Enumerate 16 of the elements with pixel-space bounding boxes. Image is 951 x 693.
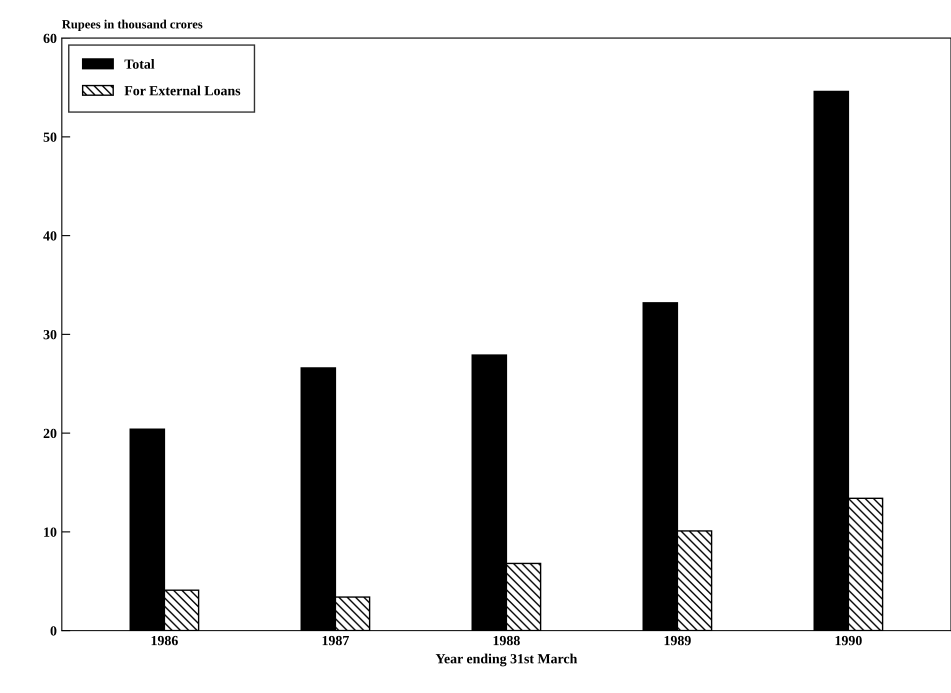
x-tick-label: 1988 (494, 636, 520, 646)
x-axis-title: Year ending 31st March (436, 654, 578, 666)
y-tick-label: 30 (44, 330, 56, 340)
y-tick-label: 20 (44, 428, 56, 438)
y-tick-label: 0 (50, 626, 56, 636)
y-tick-label: 10 (44, 527, 56, 537)
y-tick-label: 40 (43, 231, 56, 241)
x-tick-label: 1986 (152, 636, 178, 646)
x-tick-label: 1989 (664, 636, 691, 646)
y-tick-label: 60 (44, 34, 56, 44)
x-tick-label: 1987 (322, 636, 349, 646)
x-tick-label: 1990 (836, 636, 862, 646)
y-tick-label: 50 (44, 132, 56, 142)
legend-label: For External Loans (124, 86, 240, 96)
y-axis-title: Rupees in thousand crores (62, 20, 202, 32)
legend-label: Total (124, 59, 154, 69)
